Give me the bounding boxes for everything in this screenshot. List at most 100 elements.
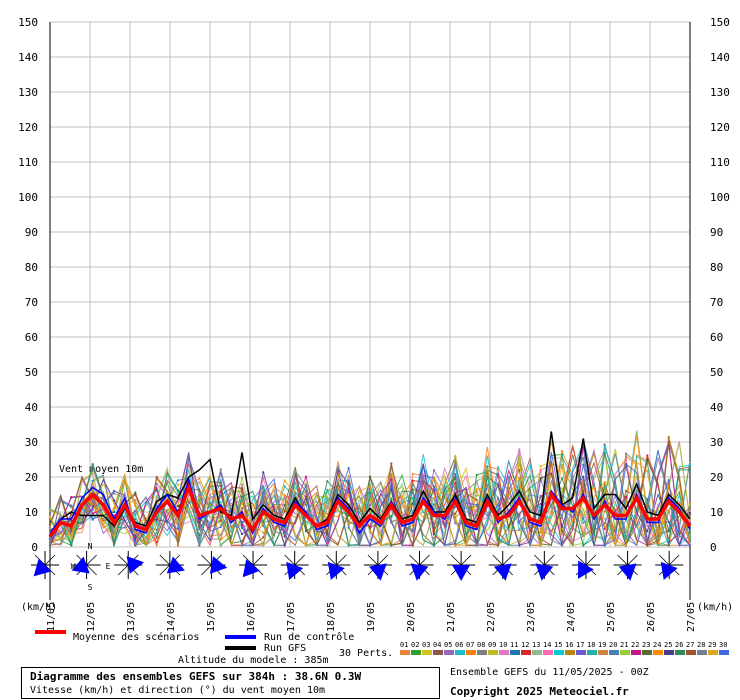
- y-tick-label-left: 60: [25, 331, 38, 344]
- perturbation-point: [411, 479, 414, 482]
- perturbation-point: [603, 445, 606, 448]
- wind-rose-diag: [409, 554, 430, 576]
- perturbation-point: [454, 477, 457, 480]
- perturbation-point: [688, 468, 692, 471]
- perturbation-point: [219, 519, 222, 522]
- y-tick-label-left: 40: [25, 401, 38, 414]
- wind-rose: [280, 551, 309, 581]
- wind-direction-sector: [126, 556, 144, 574]
- perturbation-point: [518, 455, 521, 458]
- perturbation-point: [219, 481, 222, 484]
- perturbation-point: [432, 497, 436, 500]
- perturbation-point: [411, 535, 414, 539]
- perturbation-point: [134, 514, 137, 518]
- perturbation-id: 21: [620, 641, 628, 649]
- perturbation-point: [390, 473, 393, 476]
- perturbation-point: [91, 463, 94, 466]
- perturbation-point: [155, 504, 158, 507]
- y-tick-label-left: 10: [25, 506, 38, 519]
- wind-rose: [571, 551, 600, 579]
- x-tick-label: 15/05: [206, 602, 217, 632]
- perturbation-point: [155, 475, 158, 479]
- perturbation-point: [112, 526, 116, 529]
- perturbation-point: [240, 523, 244, 527]
- perturbation-swatch-05: [444, 650, 454, 655]
- perturbation-point: [155, 523, 158, 526]
- perturbation-id: 03: [422, 641, 430, 649]
- series-label: Vent moyen 10m: [59, 464, 143, 475]
- perturbation-point: [390, 498, 393, 501]
- perturbation-swatch-29: [708, 650, 718, 655]
- perturbation-point: [688, 519, 692, 523]
- perturbation-point: [219, 490, 222, 493]
- perturbation-swatch-11: [510, 650, 520, 655]
- x-tick-label: 21/05: [446, 602, 457, 632]
- perturbation-point: [134, 491, 137, 494]
- perturbation-point: [326, 480, 329, 483]
- x-tick-label: 20/05: [406, 602, 417, 632]
- perturbation-point: [454, 512, 457, 516]
- perturbation-point: [326, 512, 329, 516]
- perturbation-point: [240, 501, 244, 504]
- perturbation-point: [198, 505, 201, 508]
- perturbation-point: [454, 454, 457, 458]
- perturbation-point: [155, 531, 158, 534]
- perturbation-point: [326, 495, 329, 498]
- perturbation-point: [134, 543, 137, 546]
- x-tick-label: 16/05: [246, 602, 257, 632]
- perturbation-swatch-27: [686, 650, 696, 655]
- perturbation-point: [475, 479, 478, 482]
- perturbation-point: [134, 509, 137, 512]
- perturbation-point: [432, 532, 436, 535]
- perturbation-point: [240, 487, 244, 490]
- perturbation-id: 10: [499, 641, 507, 649]
- perturbation-point: [582, 535, 585, 538]
- perturbation-point: [454, 491, 457, 495]
- perturbation-point: [539, 465, 542, 468]
- perturbation-swatch-12: [521, 650, 531, 655]
- wind-rose: [655, 551, 684, 581]
- perturbation-point: [91, 479, 94, 482]
- wind-direction-sector: [242, 559, 260, 578]
- perturbation-point: [326, 505, 329, 508]
- perturbation-point: [176, 539, 180, 542]
- perturbation-point: [347, 483, 350, 486]
- perturbation-point: [347, 467, 350, 470]
- compass-n: N: [88, 542, 93, 551]
- perturbation-point: [176, 544, 180, 547]
- x-tick-label: 27/05: [686, 602, 697, 632]
- perturbation-point: [198, 496, 201, 499]
- perturbation-point: [347, 522, 350, 525]
- perturbation-point: [539, 495, 542, 498]
- perturbation-point: [646, 469, 649, 472]
- perturbation-id: 30: [719, 641, 727, 649]
- perturbation-point: [560, 455, 564, 458]
- perturbation-id: 16: [565, 641, 573, 649]
- perturbation-point: [368, 492, 372, 495]
- wind-rose: [405, 551, 434, 581]
- mean-line: [48, 482, 692, 538]
- wind-direction-sector: [577, 560, 594, 579]
- x-tick-label: 13/05: [126, 602, 137, 632]
- perturbation-point: [432, 544, 436, 547]
- perturbation-point: [198, 544, 201, 547]
- y-tick-label-right: 140: [710, 51, 730, 64]
- perturbation-point: [518, 528, 521, 531]
- perturbation-point: [48, 544, 52, 547]
- perturbation-point: [262, 531, 265, 535]
- perturbation-point: [518, 448, 521, 451]
- wind-rose: [363, 551, 392, 581]
- y-tick-label-left: 100: [18, 191, 38, 204]
- perturbation-swatch-08: [477, 650, 487, 655]
- legend-mean-label: Moyenne des scénarios: [73, 631, 199, 643]
- perturbation-point: [411, 472, 414, 476]
- perturbation-point: [454, 544, 457, 547]
- perturbation-point: [688, 544, 692, 547]
- y-tick-label-right: 70: [710, 296, 723, 309]
- wind-rose: [322, 551, 351, 581]
- perturbation-point: [48, 537, 52, 540]
- x-tick-label: 25/05: [606, 602, 617, 632]
- perturbation-point: [667, 544, 670, 547]
- perturbation-point: [112, 542, 116, 545]
- perturbation-point: [48, 516, 52, 519]
